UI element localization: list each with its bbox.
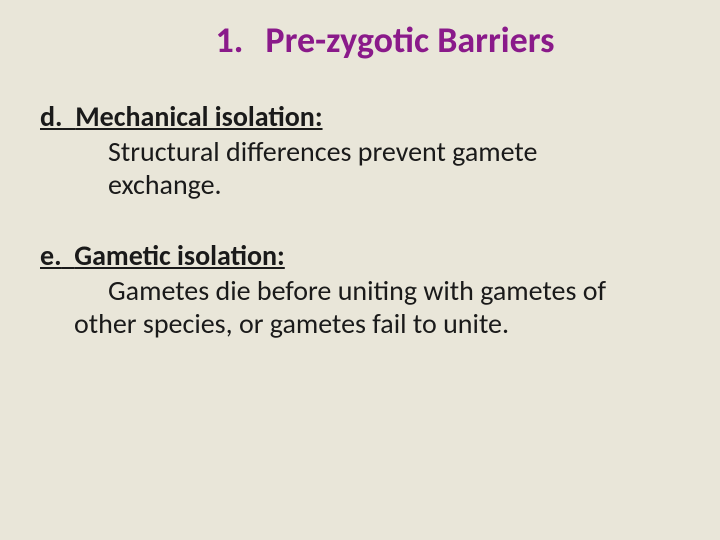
section-d-heading: d. Mechanical isolation:: [40, 100, 680, 133]
section-e-title: Gametic isolation:: [74, 238, 285, 273]
section-d-body-line-0: Structural differences prevent gamete: [40, 135, 680, 168]
section-d-letter: d.: [40, 99, 63, 134]
slide-title: 1. Pre-zygotic Barriers: [40, 18, 680, 62]
section-e-letter: e.: [40, 238, 62, 273]
section-e: e. Gametic isolation: Gametes die before…: [40, 239, 680, 340]
title-text: Pre-zygotic Barriers: [265, 18, 554, 62]
section-e-body-line-1: other species, or gametes fail to unite.: [40, 307, 680, 340]
section-d-title: Mechanical isolation:: [75, 99, 322, 134]
section-d: d. Mechanical isolation: Structural diff…: [40, 100, 680, 201]
title-number: 1.: [216, 18, 244, 62]
section-d-body-line-1: exchange.: [40, 168, 680, 201]
slide: 1. Pre-zygotic Barriers d. Mechanical iso…: [0, 0, 720, 540]
section-e-body-line-0: Gametes die before uniting with gametes …: [40, 274, 680, 307]
section-e-heading: e. Gametic isolation:: [40, 239, 680, 272]
